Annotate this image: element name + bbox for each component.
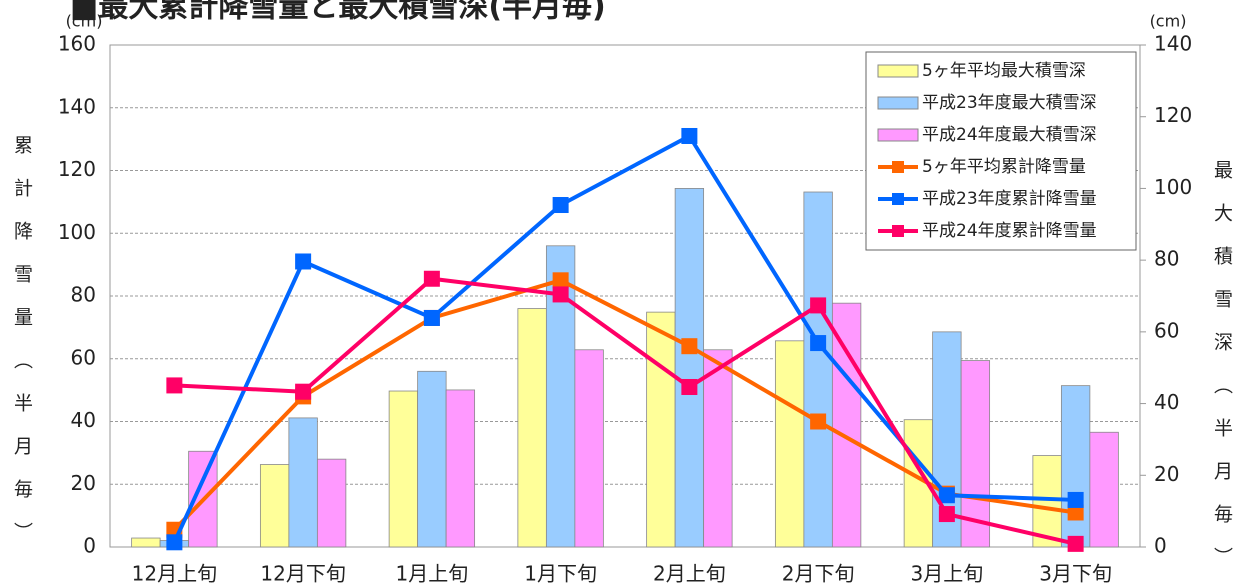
x-tick-label: 2月上旬: [653, 562, 726, 586]
bar: [288, 417, 318, 548]
marker: [552, 197, 569, 214]
y-tick-label: 160: [58, 32, 96, 56]
marker: [166, 377, 183, 394]
marker: [166, 534, 183, 551]
chart-title: ■最大累計降雪量と最大積雪深(半月毎): [70, 0, 606, 25]
x-tick-label: 1月上旬: [396, 562, 469, 586]
bar: [388, 390, 419, 548]
bar: [1060, 385, 1091, 548]
legend-label: 5ヶ年平均累計降雪量: [922, 157, 1086, 177]
y2-tick-label: 40: [1154, 390, 1179, 414]
y2-axis-label: 最大積雪深（半月毎）: [1211, 160, 1233, 586]
x-tick-label: 12月下旬: [260, 562, 345, 586]
legend-swatch: [877, 64, 919, 78]
bar: [517, 308, 547, 548]
bar: [774, 340, 805, 548]
legend-marker: [892, 193, 904, 205]
marker: [1067, 504, 1084, 521]
marker: [1067, 535, 1084, 552]
marker: [295, 383, 312, 400]
marker: [423, 309, 440, 326]
y-tick-label: 100: [58, 220, 96, 244]
bar: [803, 191, 833, 548]
marker: [810, 413, 827, 430]
x-tick-label: 12月上旬: [132, 562, 217, 586]
bar: [831, 302, 862, 548]
legend-marker: [892, 225, 904, 237]
marker: [938, 487, 955, 504]
x-tick-label: 3月上旬: [911, 562, 984, 586]
bar: [674, 188, 705, 548]
y2-tick-label: 0: [1154, 534, 1167, 558]
bar: [445, 389, 476, 548]
x-tick-label: 2月下旬: [782, 562, 855, 586]
marker: [295, 253, 312, 270]
y2-tick-label: 80: [1154, 247, 1179, 271]
legend-label: 5ヶ年平均最大積雪深: [922, 61, 1086, 81]
legend-label: 平成24年度最大積雪深: [922, 125, 1097, 145]
legend-label: 平成23年度累計降雪量: [922, 189, 1097, 209]
y-tick-label: 80: [71, 283, 96, 307]
y2-tick-label: 100: [1154, 175, 1192, 199]
bar: [1032, 455, 1062, 548]
bar: [960, 360, 991, 548]
marker: [810, 297, 827, 314]
line: [172, 133, 1076, 544]
legend-marker: [892, 161, 904, 173]
marker: [681, 378, 698, 395]
line: [174, 276, 1077, 546]
y-tick-label: 0: [83, 534, 96, 558]
bar: [646, 311, 676, 548]
y2-unit: (cm): [1150, 12, 1187, 31]
bar: [703, 349, 733, 548]
y2-tick-label: 60: [1154, 318, 1179, 342]
y-axis-label: 累計降雪量（半月毎）: [11, 135, 33, 565]
y-unit: (cm): [66, 12, 103, 31]
bar: [574, 349, 604, 548]
y-tick-label: 140: [58, 94, 96, 118]
bar: [259, 464, 290, 548]
y2-tick-label: 140: [1154, 32, 1192, 56]
marker: [1067, 491, 1084, 508]
marker: [681, 127, 698, 144]
legend-swatch: [877, 128, 919, 142]
x-tick-label: 1月下旬: [524, 562, 597, 586]
marker: [810, 335, 827, 352]
y2-tick-label: 20: [1154, 462, 1179, 486]
bar: [1089, 431, 1119, 548]
y-tick-label: 20: [71, 471, 96, 495]
legend-label: 平成24年度累計降雪量: [922, 221, 1097, 241]
bar: [131, 537, 161, 548]
marker: [423, 270, 440, 287]
marker: [681, 338, 698, 355]
bar: [417, 370, 447, 548]
x-tick-label: 3月下旬: [1039, 562, 1112, 586]
marker: [552, 272, 569, 289]
marker: [938, 506, 955, 523]
marker: [552, 286, 569, 303]
legend-label: 平成23年度最大積雪深: [922, 93, 1097, 113]
legend-box: [865, 51, 1137, 251]
y-tick-label: 40: [71, 408, 96, 432]
legend-swatch: [877, 96, 919, 110]
y2-tick-label: 120: [1154, 103, 1192, 127]
y-tick-label: 120: [58, 157, 96, 181]
y-tick-label: 60: [71, 345, 96, 369]
bar: [316, 458, 347, 548]
